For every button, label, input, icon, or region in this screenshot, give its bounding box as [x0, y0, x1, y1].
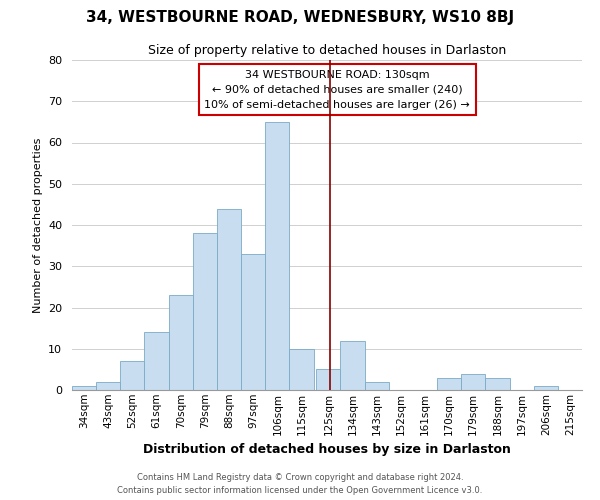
- Bar: [485, 378, 509, 390]
- Bar: [217, 208, 241, 390]
- Bar: [533, 386, 558, 390]
- Bar: [121, 361, 145, 390]
- Text: 34, WESTBOURNE ROAD, WEDNESBURY, WS10 8BJ: 34, WESTBOURNE ROAD, WEDNESBURY, WS10 8B…: [86, 10, 514, 25]
- Bar: [193, 233, 217, 390]
- Bar: [340, 340, 365, 390]
- Bar: [169, 295, 193, 390]
- Bar: [145, 332, 169, 390]
- Bar: [265, 122, 289, 390]
- X-axis label: Distribution of detached houses by size in Darlaston: Distribution of detached houses by size …: [143, 443, 511, 456]
- Bar: [72, 386, 96, 390]
- Bar: [316, 370, 340, 390]
- Bar: [241, 254, 265, 390]
- Text: 34 WESTBOURNE ROAD: 130sqm
← 90% of detached houses are smaller (240)
10% of sem: 34 WESTBOURNE ROAD: 130sqm ← 90% of deta…: [205, 70, 470, 110]
- Bar: [461, 374, 485, 390]
- Y-axis label: Number of detached properties: Number of detached properties: [32, 138, 43, 312]
- Title: Size of property relative to detached houses in Darlaston: Size of property relative to detached ho…: [148, 44, 506, 58]
- Bar: [437, 378, 461, 390]
- Bar: [96, 382, 121, 390]
- Bar: [365, 382, 389, 390]
- Bar: [289, 349, 314, 390]
- Text: Contains HM Land Registry data © Crown copyright and database right 2024.
Contai: Contains HM Land Registry data © Crown c…: [118, 474, 482, 495]
